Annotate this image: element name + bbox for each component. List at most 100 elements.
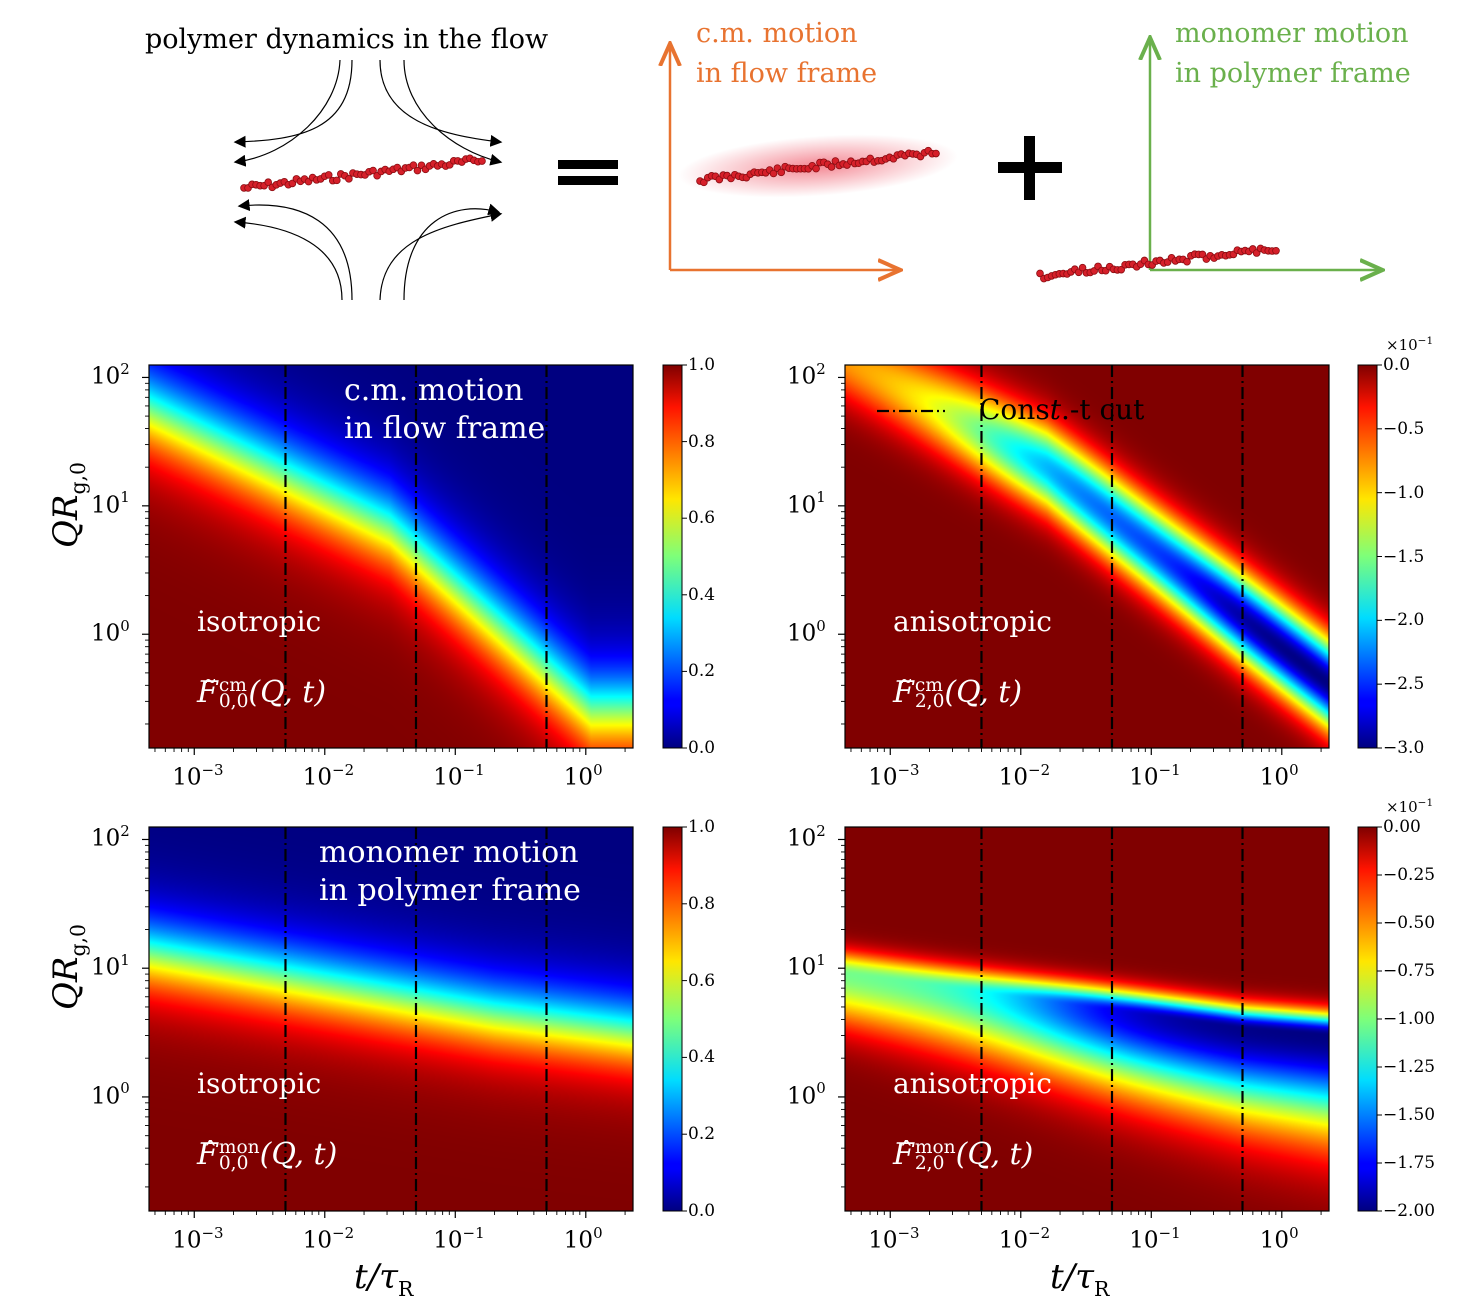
panel-annotation-line2: in polymer frame [319,873,581,908]
chain-bead [932,149,940,158]
plus-sign [1024,136,1035,200]
colorbar-tick-label: 0.6 [688,508,716,529]
cm-label-line2: in flow frame [696,58,878,89]
chain-bead [1117,265,1126,274]
chain-bead [777,168,786,177]
x-axis-label: t/τR [1050,1257,1110,1301]
colorbar-tick-label: −2.0 [1383,610,1425,631]
cm-label-line1: c.m. motion [696,18,858,49]
colorbar-tick-label: −1.50 [1383,1105,1436,1125]
mon-label-line2: in polymer frame [1175,58,1411,89]
heatmap-image [845,827,1329,1211]
mon-label-line1: monomer motion [1175,18,1409,49]
x-tick-label: 10−1 [1129,1223,1181,1254]
panel-annotation-type: anisotropic [893,605,1052,638]
colorbar-tick-label: −1.75 [1383,1153,1436,1173]
y-axis-label: QRg,0 [46,462,90,548]
colorbar-multiplier: ×10−1 [1386,335,1434,354]
chain-bead [264,178,273,187]
chain-bead [1036,269,1044,278]
chain-bead [478,157,486,165]
chain-bead [1272,246,1280,255]
x-tick-label: 10−1 [433,1223,485,1254]
streamline [379,209,503,301]
chain-bead [1078,263,1087,272]
y-tick-label: 100 [787,1079,826,1110]
x-tick-label: 100 [563,1223,603,1254]
colorbar-tick-label: −1.5 [1383,546,1425,567]
schematic-group [233,40,1380,301]
colorbar-tick-label: −1.25 [1383,1057,1436,1077]
streamline [379,59,503,147]
colorbar [662,364,683,749]
heatmap-image [149,827,633,1211]
colorbar-tick-label: −2.5 [1383,674,1425,695]
colorbar [662,826,683,1212]
polymer-chain-mon [1036,244,1280,283]
colorbar-tick-label: 0.8 [688,893,716,914]
x-tick-label: 100 [1259,760,1299,791]
colorbar-tick-label: 0.4 [688,584,716,605]
x-tick-label: 10−1 [1129,760,1181,791]
panels-group [142,364,1382,1218]
y-tick-label: 101 [787,950,826,981]
chain-bead [324,171,333,179]
streamline [233,59,341,167]
x-tick-label: 10−2 [302,760,355,791]
y-tick-label: 100 [787,616,826,647]
colorbar-tick-label: −0.75 [1383,961,1436,981]
chain-bead [827,163,836,171]
colorbar-tick-label: 0.0 [688,738,716,758]
x-tick-label: 10−2 [302,1223,355,1254]
x-tick-label: 10−2 [998,1223,1051,1254]
y-tick-label: 101 [787,488,826,519]
equals-sign [558,176,618,185]
y-tick-label: 101 [91,950,130,981]
streamline [233,59,353,148]
x-tick-label: 10−3 [172,1223,224,1254]
chain-bead [413,166,422,175]
y-tick-label: 102 [787,821,826,853]
colorbar-tick-label: 0.0 [1383,355,1411,375]
colorbar-tick-label: 0.0 [688,1201,716,1221]
panel-annotation-type: isotropic [197,605,322,638]
colorbar-tick-label: 1.0 [688,355,716,375]
y-tick-label: 102 [91,359,130,391]
polymer-chain-cm [696,146,940,187]
colorbar-tick-label: −1.00 [1383,1009,1436,1029]
x-tick-label: 100 [1259,1223,1299,1254]
panel-annotation-type: isotropic [197,1067,322,1100]
colorbar-tick-label: −3.0 [1383,738,1425,758]
streamline [233,216,343,301]
x-tick-label: 10−3 [868,1223,920,1254]
panel-annotation-line1: monomer motion [319,835,579,870]
colorbar-tick-label: 0.2 [688,1124,716,1145]
x-tick-label: 100 [563,760,603,791]
heatmap-image [149,365,633,748]
x-tick-label: 10−1 [433,760,485,791]
heatmap-image [845,365,1329,748]
streamline [403,59,503,166]
legend-text: Const.-t cut [979,393,1145,426]
chain-bead [769,169,778,178]
colorbar-tick-label: −0.50 [1383,913,1436,933]
streamline [237,199,353,301]
panel-function-label: F̃cm2,0(Q, t) [893,675,1023,712]
colorbar [1357,364,1378,749]
y-tick-label: 100 [91,1079,130,1110]
colorbar-tick-label: −0.25 [1383,865,1436,885]
chain-bead [1183,257,1191,266]
panel-annotation-line2: in flow frame [344,411,546,446]
schematic-title: polymer dynamics in the flow [145,24,549,55]
chain-bead [369,166,377,175]
polymer-chain-flow [240,154,486,192]
x-tick-label: 10−3 [868,760,920,791]
chain-bead [345,175,353,183]
colorbar [1357,826,1378,1212]
equals-sign [558,160,618,169]
y-tick-label: 102 [787,359,826,391]
y-axis-label: QRg,0 [46,924,90,1010]
